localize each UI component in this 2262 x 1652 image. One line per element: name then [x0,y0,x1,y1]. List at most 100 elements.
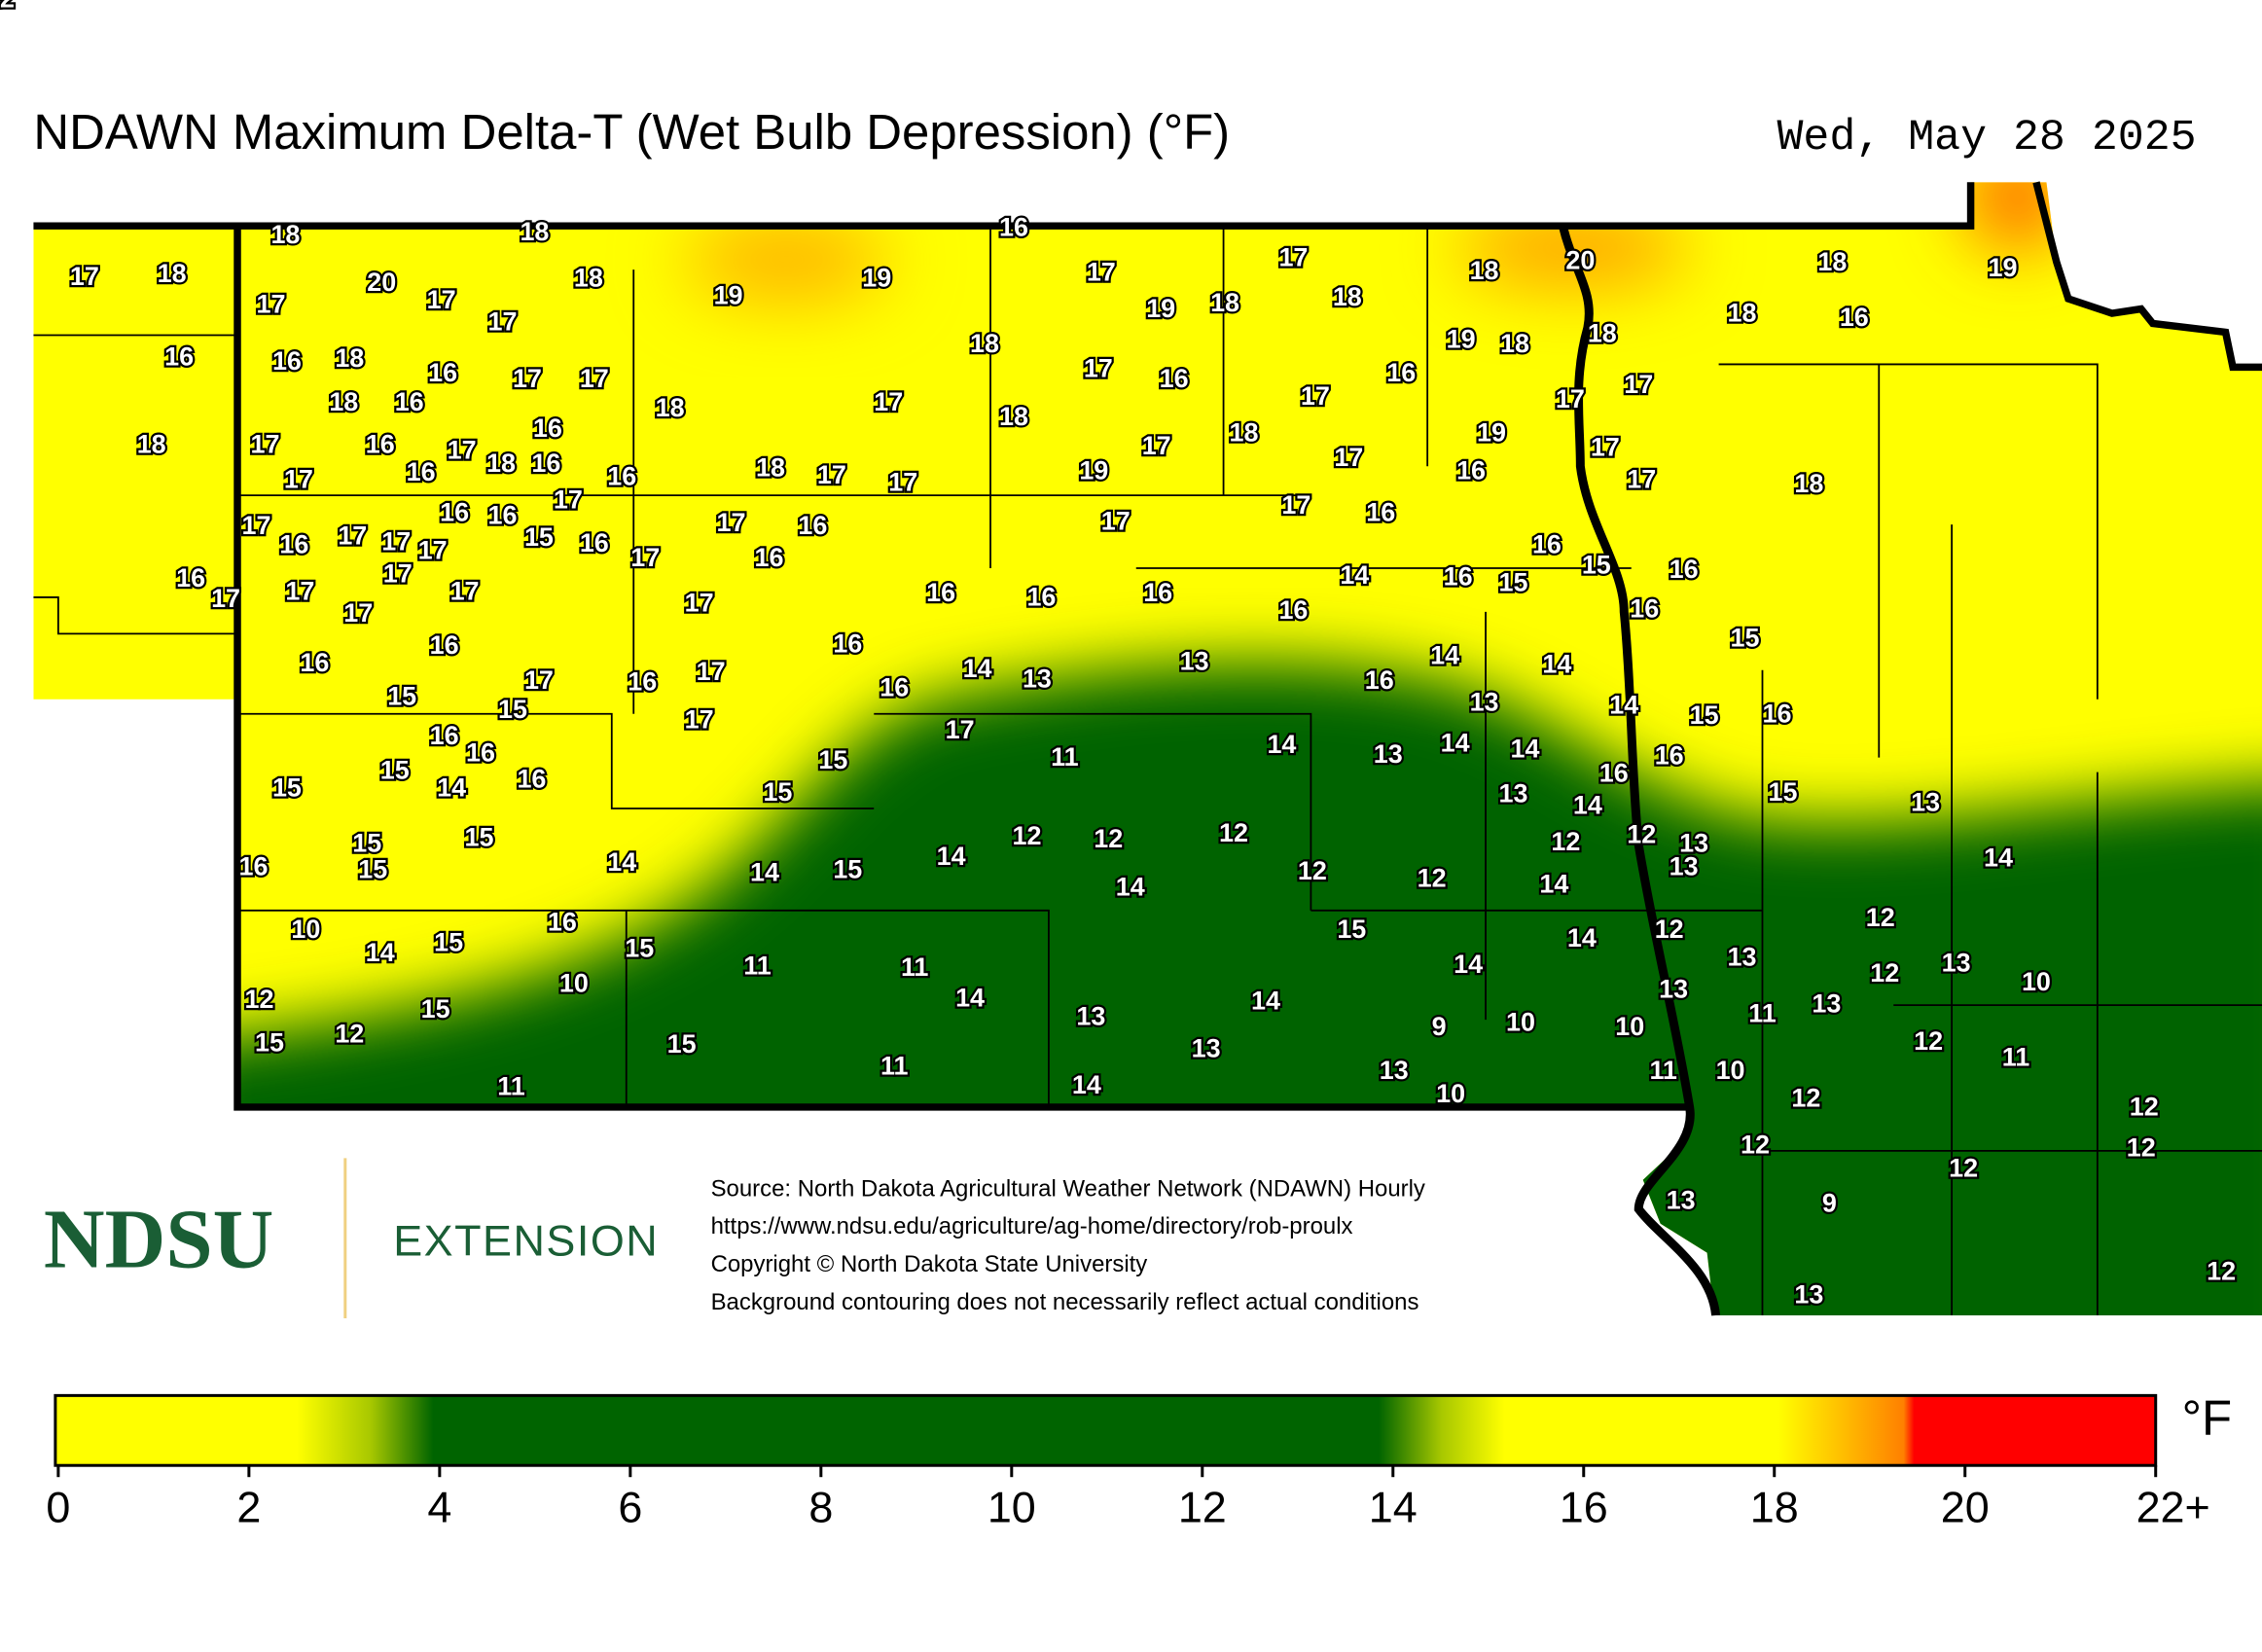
station-value: 17 [256,290,285,319]
station-value: 14 [1567,923,1597,952]
station-value: 9 [1432,1012,1447,1041]
station-value: 14 [1267,730,1296,759]
station-value: 9 [1822,1188,1837,1217]
station-value: 18 [1817,247,1847,276]
station-value: 17 [284,464,313,493]
station-value: 17 [685,589,714,618]
station-value: 16 [440,498,469,527]
station-value: 17 [1624,370,1653,399]
station-value: 15 [1582,551,1611,580]
station-value: 16 [1456,455,1486,485]
station-value: 12 [0,0,15,13]
station-value: 16 [754,543,783,572]
station-value: 17 [70,262,99,291]
station-value: 15 [625,933,654,962]
station-value: 17 [1627,464,1656,493]
station-value: 10 [2022,967,2051,996]
station-value: 17 [242,511,271,540]
station-value: 16 [430,721,459,750]
station-value: 17 [383,559,413,589]
station-value: 13 [1812,988,1841,1018]
station-value: 17 [450,577,480,606]
station-value: 18 [137,429,166,458]
station-value: 18 [1500,329,1529,358]
station-value: 17 [554,485,583,514]
station-value: 17 [685,704,714,734]
station-value: 12 [1219,818,1248,847]
contour-background [33,182,2262,1316]
station-value: 14 [1441,728,1470,757]
station-value: 15 [434,927,463,956]
legend-unit: °F [2182,1390,2232,1446]
station-value: 10 [1615,1012,1644,1041]
colorbar-tick-label: 8 [808,1483,833,1532]
station-value: 14 [1116,872,1145,901]
station-value: 14 [750,858,779,887]
station-value: 20 [1565,246,1595,275]
station-value: 18 [1210,288,1239,317]
station-value: 13 [1192,1034,1221,1063]
station-value: 13 [1180,646,1209,675]
station-value: 16 [395,387,424,416]
colorbar-tick-label: 2 [236,1483,261,1532]
station-value: 17 [1281,490,1311,520]
station-value: 12 [244,985,273,1014]
station-value: 19 [1146,294,1175,323]
station-value: 16 [1366,498,1395,527]
station-value: 15 [465,823,494,852]
note: https://www.ndsu.edu/agriculture/ag-home… [711,1213,1353,1239]
station-value: 11 [901,952,928,982]
station-value: 19 [714,281,743,310]
station-value: 16 [366,429,395,458]
station-value: 18 [1230,417,1259,447]
station-value: 17 [1084,354,1113,383]
station-value: 16 [548,907,577,936]
station-value: 16 [1386,358,1416,387]
station-value: 14 [963,654,992,683]
station-value: 16 [1599,759,1629,788]
station-value: 17 [343,598,373,628]
station-value: 15 [380,756,410,785]
station-value: 14 [1542,649,1571,678]
station-value: 14 [1072,1070,1101,1099]
station-value: 16 [926,578,955,607]
station-value: 11 [1051,742,1078,772]
station-value: 13 [1679,829,1708,858]
borders [33,181,2262,1316]
station-value: 10 [1436,1079,1465,1108]
station-value: 16 [1278,595,1308,625]
station-value: 19 [1477,417,1506,447]
station-value: 16 [1762,699,1791,728]
station-value: 16 [531,449,560,478]
station-value: 17 [697,657,726,686]
station-value: 16 [533,413,562,443]
station-value: 14 [1430,640,1459,669]
station-value: 16 [300,648,329,677]
station-value: 16 [1160,364,1189,393]
colorbar-tick-label: 14 [1369,1483,1418,1532]
station-value: 16 [488,501,518,530]
station-value: 17 [448,435,477,464]
station-value: 20 [367,268,396,297]
date: Wed, May 28 2025 [1777,114,2196,162]
station-value: 18 [520,217,549,246]
station-value: 12 [1551,827,1580,856]
station-value: 12 [1094,824,1123,853]
station-value: 15 [498,695,527,724]
station-value: 15 [818,745,847,774]
station-value: 12 [1418,864,1447,893]
station-value: 18 [486,449,516,478]
station-value: 17 [211,584,240,613]
station-value: 18 [1588,319,1617,348]
colorbar-tick-label: 4 [427,1483,451,1532]
station-value: 13 [1728,942,1757,971]
station-value: 13 [1374,739,1403,769]
station-value: 17 [418,536,448,565]
colorbar-tick-label: 22+ [2136,1483,2210,1532]
station-value: 11 [1649,1056,1676,1085]
colorbar-tick-label: 10 [987,1483,1036,1532]
station-value: 13 [1076,1002,1105,1031]
